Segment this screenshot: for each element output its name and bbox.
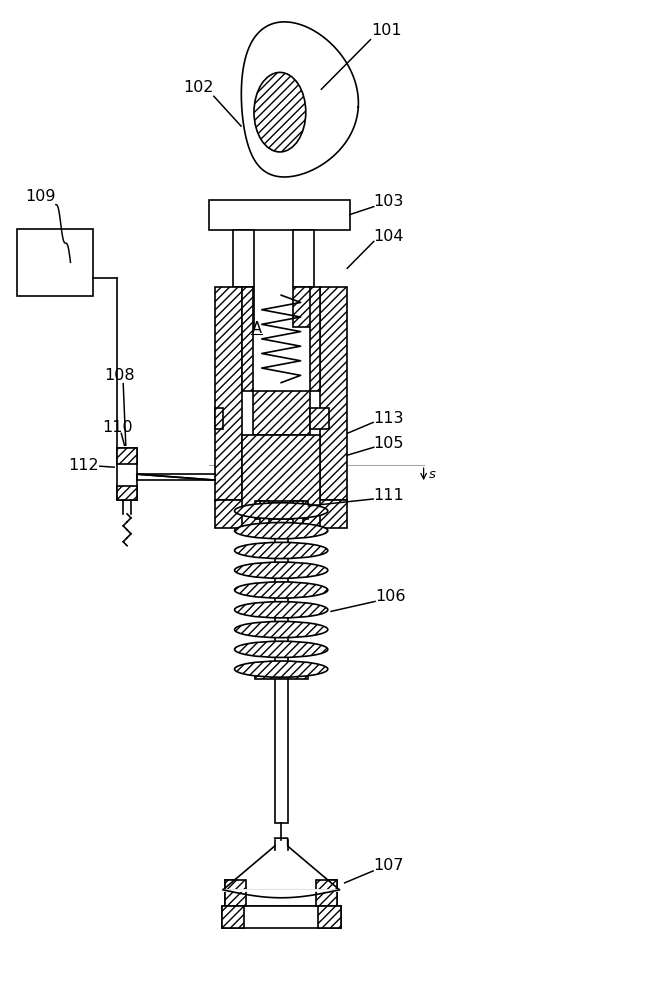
Ellipse shape <box>234 641 328 657</box>
Text: 106: 106 <box>375 589 406 604</box>
Bar <box>17 229 93 296</box>
Bar <box>255 670 308 679</box>
Text: 109: 109 <box>25 189 56 204</box>
Text: 108: 108 <box>104 368 135 383</box>
Ellipse shape <box>234 582 328 598</box>
Bar <box>118 448 136 500</box>
Ellipse shape <box>234 523 328 539</box>
Bar <box>242 287 253 391</box>
Bar <box>242 435 320 528</box>
Text: 111: 111 <box>374 488 404 503</box>
Ellipse shape <box>234 562 328 578</box>
Bar <box>320 287 347 500</box>
Bar <box>316 880 337 906</box>
Ellipse shape <box>234 661 328 677</box>
Text: 102: 102 <box>183 80 214 95</box>
Text: 104: 104 <box>374 229 404 244</box>
Text: 112: 112 <box>69 458 99 473</box>
Bar <box>215 408 223 429</box>
Text: 107: 107 <box>374 858 404 873</box>
Bar <box>310 408 329 429</box>
Bar <box>293 287 314 327</box>
Ellipse shape <box>234 542 328 559</box>
Bar <box>275 528 288 823</box>
Bar <box>221 906 341 928</box>
Bar <box>221 906 244 928</box>
Text: 103: 103 <box>374 194 404 209</box>
Text: 110: 110 <box>102 420 133 435</box>
Bar <box>255 501 308 519</box>
Ellipse shape <box>234 621 328 638</box>
Bar <box>318 906 341 928</box>
Text: 101: 101 <box>372 23 402 38</box>
Polygon shape <box>242 22 358 177</box>
Bar <box>293 501 302 526</box>
Bar <box>310 287 320 391</box>
Bar <box>232 287 254 327</box>
Circle shape <box>254 72 306 152</box>
Bar <box>118 448 136 464</box>
Bar <box>253 287 310 391</box>
Ellipse shape <box>234 503 328 519</box>
Bar <box>215 500 347 528</box>
Text: A: A <box>251 321 262 336</box>
Text: s: s <box>429 468 436 481</box>
Bar <box>293 230 314 287</box>
Text: 113: 113 <box>374 411 404 426</box>
Text: 105: 105 <box>374 436 404 451</box>
Ellipse shape <box>234 602 328 618</box>
Bar <box>209 200 350 230</box>
Bar <box>215 287 242 500</box>
Bar <box>268 501 295 525</box>
Bar <box>253 391 310 435</box>
Bar <box>225 880 246 906</box>
Polygon shape <box>223 838 340 890</box>
Bar <box>118 486 136 500</box>
Bar <box>225 880 337 906</box>
Bar <box>232 230 254 287</box>
Bar <box>260 501 269 526</box>
